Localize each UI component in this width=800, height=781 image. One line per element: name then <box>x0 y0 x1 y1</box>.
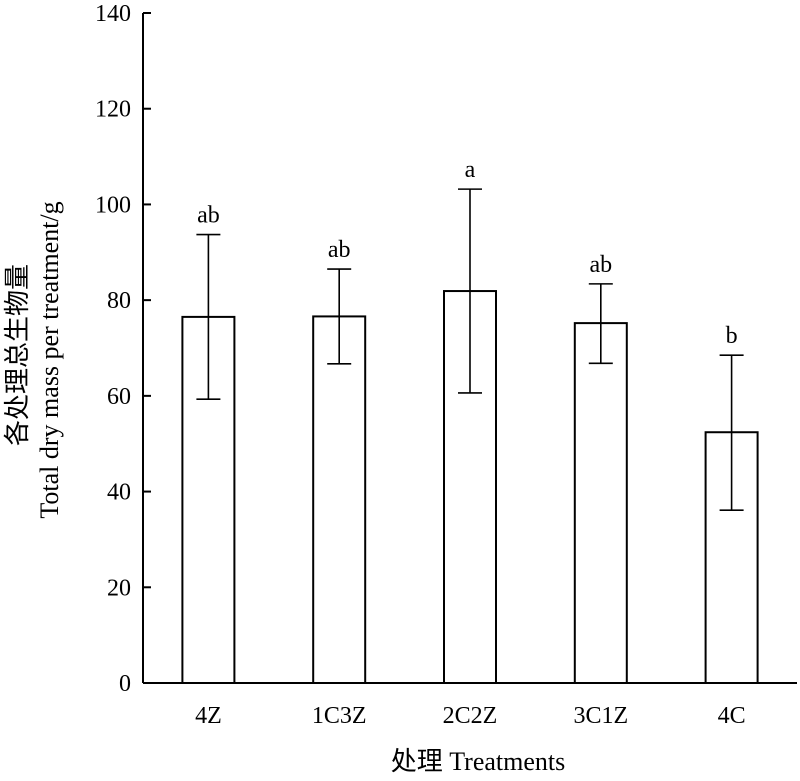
significance-label: ab <box>328 237 351 263</box>
y-axis-title-chinese: 各处理总生物量 <box>3 264 32 446</box>
significance-labels-layer: ab ab a ab b <box>197 157 738 349</box>
y-tick-label: 80 <box>107 288 131 314</box>
x-tick-label: 4Z <box>195 703 222 729</box>
bars-layer <box>181 290 759 684</box>
x-tick-label: 3C1Z <box>573 703 628 729</box>
y-tick-label: 20 <box>107 575 131 601</box>
significance-label: b <box>726 323 738 349</box>
x-tick-label: 4C <box>718 703 746 729</box>
x-tick-labels-layer: 4Z 1C3Z 2C2Z 3C1Z 4C <box>195 703 746 729</box>
bar <box>312 315 367 684</box>
y-tick-label: 60 <box>107 384 131 410</box>
x-axis-title: 处理 Treatments <box>391 747 566 776</box>
bar <box>573 322 628 684</box>
y-tick-label: 40 <box>107 480 131 506</box>
y-tick-label: 120 <box>95 97 131 123</box>
significance-label: ab <box>589 252 612 278</box>
y-tick-label: 140 <box>95 1 131 27</box>
error-bars-layer <box>196 188 744 512</box>
y-axis-title-english: Total dry mass per treatment/g <box>35 201 64 518</box>
x-tick-label: 2C2Z <box>443 703 498 729</box>
significance-label: ab <box>197 203 220 229</box>
x-tick-label: 1C3Z <box>312 703 367 729</box>
y-tick-label: 100 <box>95 192 131 218</box>
y-tick-label: 0 <box>119 671 131 697</box>
y-ticks-layer: 0 20 40 60 80 100 120 140 <box>95 1 151 697</box>
significance-label: a <box>465 157 476 183</box>
